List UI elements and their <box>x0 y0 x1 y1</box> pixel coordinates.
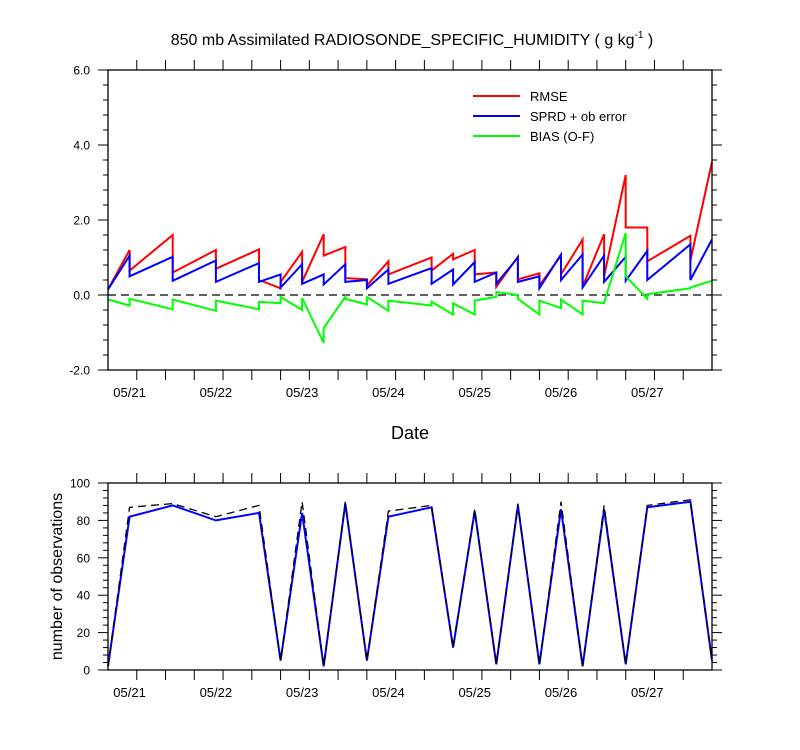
y-tick-label: 20 <box>77 626 91 640</box>
legend-label: RMSE <box>530 89 568 104</box>
legend-label: SPRD + ob error <box>530 109 627 124</box>
y-tick-label: 0.0 <box>73 289 90 303</box>
series-line-0-2 <box>107 232 713 344</box>
x-tick-label: 05/26 <box>545 385 578 400</box>
y-axis-label: number of observations <box>49 493 66 660</box>
chart-title-exponent: -1 <box>635 30 644 41</box>
chart-title: 850 mb Assimilated RADIOSONDE_SPECIFIC_H… <box>171 30 654 49</box>
y-tick-label: -2.0 <box>69 364 90 378</box>
x-tick-label: 05/21 <box>113 385 146 400</box>
x-tick-label: 05/26 <box>545 685 578 700</box>
x-tick-label: 05/23 <box>286 685 319 700</box>
legend-label: BIAS (O-F) <box>530 129 594 144</box>
series-line-1-1 <box>107 499 713 667</box>
y-tick-label: 4.0 <box>73 139 90 153</box>
y-tick-label: 100 <box>70 477 90 491</box>
x-tick-label: 05/23 <box>286 385 319 400</box>
series-line-0-0 <box>107 161 713 290</box>
x-tick-label: 05/27 <box>631 385 664 400</box>
x-tick-label: 05/24 <box>372 685 405 700</box>
y-tick-label: 0 <box>83 664 90 678</box>
x-tick-label: 05/25 <box>458 685 491 700</box>
plot-frame <box>107 482 713 671</box>
y-tick-label: 40 <box>77 589 91 603</box>
series-line-1-0 <box>107 500 713 667</box>
chart-title-close: ) <box>643 32 653 49</box>
y-tick-label: 6.0 <box>73 64 90 78</box>
x-tick-label: 05/22 <box>200 685 233 700</box>
y-tick-label: 80 <box>77 514 91 528</box>
y-tick-label: 2.0 <box>73 214 90 228</box>
plot-frame <box>107 69 713 371</box>
y-tick-label: 60 <box>77 551 91 565</box>
x-tick-label: 05/24 <box>372 385 405 400</box>
x-axis-label: Date <box>391 423 429 443</box>
series-line-0-1 <box>107 239 713 292</box>
x-tick-label: 05/21 <box>113 685 146 700</box>
x-tick-label: 05/27 <box>631 685 664 700</box>
x-tick-label: 05/25 <box>458 385 491 400</box>
chart-title-main: 850 mb Assimilated RADIOSONDE_SPECIFIC_H… <box>171 32 635 49</box>
x-tick-label: 05/22 <box>200 385 233 400</box>
